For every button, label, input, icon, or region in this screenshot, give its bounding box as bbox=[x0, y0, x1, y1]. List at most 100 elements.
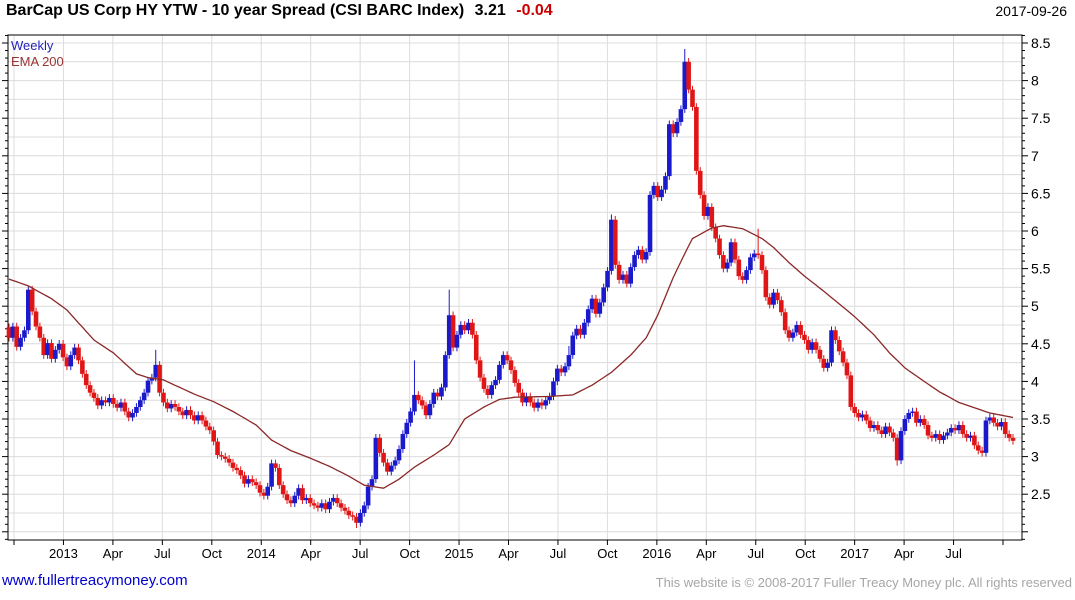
candle bbox=[551, 381, 556, 397]
candle bbox=[481, 377, 487, 389]
candle bbox=[253, 482, 259, 486]
candle bbox=[307, 497, 313, 504]
candle bbox=[29, 289, 35, 312]
candle bbox=[423, 405, 429, 416]
candle bbox=[361, 505, 367, 513]
candle bbox=[91, 392, 97, 398]
candle bbox=[446, 315, 452, 356]
candle bbox=[555, 368, 560, 382]
candle bbox=[593, 298, 599, 314]
candle bbox=[771, 292, 776, 305]
candle bbox=[605, 270, 610, 288]
candle bbox=[99, 400, 104, 406]
candle bbox=[875, 425, 881, 431]
candle bbox=[512, 370, 518, 383]
candle bbox=[890, 432, 896, 438]
candle bbox=[995, 422, 1000, 427]
x-axis-label: Oct bbox=[795, 546, 816, 561]
candle bbox=[751, 253, 757, 258]
candle bbox=[836, 340, 842, 352]
candle bbox=[582, 322, 587, 335]
candle bbox=[373, 437, 379, 480]
candle bbox=[759, 255, 765, 271]
candle bbox=[76, 347, 81, 361]
candle bbox=[632, 255, 637, 268]
candle bbox=[1010, 437, 1016, 441]
candle bbox=[570, 335, 576, 356]
candle bbox=[462, 325, 467, 331]
candle bbox=[543, 400, 549, 406]
candle bbox=[188, 409, 193, 416]
candle bbox=[392, 460, 398, 466]
x-axis-label: 2014 bbox=[247, 546, 276, 561]
candle bbox=[60, 343, 66, 358]
site-link[interactable]: www.fullertreacymoney.com bbox=[2, 572, 188, 589]
candle bbox=[18, 337, 23, 347]
candle bbox=[300, 488, 305, 501]
candle bbox=[740, 276, 745, 280]
candle bbox=[867, 420, 873, 429]
candle bbox=[636, 249, 641, 256]
candle bbox=[798, 325, 803, 335]
candle bbox=[925, 425, 931, 436]
candle bbox=[914, 411, 919, 423]
candle bbox=[578, 328, 583, 335]
candle bbox=[103, 400, 108, 403]
candle bbox=[141, 392, 147, 401]
candle bbox=[292, 495, 298, 504]
candle bbox=[616, 264, 622, 280]
candle bbox=[416, 394, 421, 401]
candle bbox=[83, 373, 89, 386]
candle bbox=[334, 497, 340, 504]
candle bbox=[717, 238, 722, 256]
x-axis-label: Apr bbox=[301, 546, 322, 561]
y-axis-label: 8 bbox=[1031, 73, 1039, 89]
candle bbox=[381, 452, 386, 463]
candle bbox=[14, 326, 20, 347]
instrument-title: BarCap US Corp HY YTW - 10 year Spread (… bbox=[6, 2, 465, 19]
candle bbox=[972, 435, 977, 446]
candle bbox=[95, 397, 101, 406]
candle bbox=[56, 343, 62, 350]
candle bbox=[53, 349, 58, 359]
y-axis-label: 2.5 bbox=[1031, 486, 1051, 502]
candle bbox=[435, 392, 440, 397]
candle bbox=[531, 402, 537, 408]
candle bbox=[948, 428, 954, 433]
candle bbox=[840, 351, 846, 363]
candle bbox=[585, 309, 591, 323]
candle bbox=[705, 206, 711, 216]
candle bbox=[72, 347, 77, 356]
candle bbox=[45, 343, 50, 356]
candle bbox=[41, 337, 47, 356]
x-axis-label: Oct bbox=[597, 546, 618, 561]
candle bbox=[929, 435, 935, 438]
candle bbox=[933, 434, 939, 438]
candle bbox=[887, 426, 892, 433]
candle bbox=[983, 420, 989, 453]
candle bbox=[257, 485, 263, 493]
candle bbox=[172, 403, 178, 407]
candle bbox=[211, 430, 216, 442]
candle bbox=[979, 450, 985, 453]
x-axis-label: Jul bbox=[550, 546, 567, 561]
candle bbox=[168, 403, 174, 409]
candle bbox=[489, 385, 494, 395]
candle bbox=[709, 206, 715, 228]
candle bbox=[678, 109, 684, 122]
candle bbox=[350, 515, 355, 517]
as-of-date: 2017-09-26 bbox=[995, 3, 1067, 19]
candle bbox=[968, 435, 973, 438]
candle bbox=[126, 411, 132, 418]
candle bbox=[137, 400, 143, 407]
x-axis-label: Apr bbox=[696, 546, 717, 561]
candle bbox=[860, 414, 865, 418]
candle bbox=[647, 194, 653, 253]
candle bbox=[242, 475, 247, 484]
candle bbox=[80, 360, 85, 374]
legend-weekly: Weekly bbox=[11, 38, 54, 53]
candle bbox=[377, 437, 383, 453]
x-axis-label: Oct bbox=[202, 546, 223, 561]
candle bbox=[161, 392, 166, 403]
